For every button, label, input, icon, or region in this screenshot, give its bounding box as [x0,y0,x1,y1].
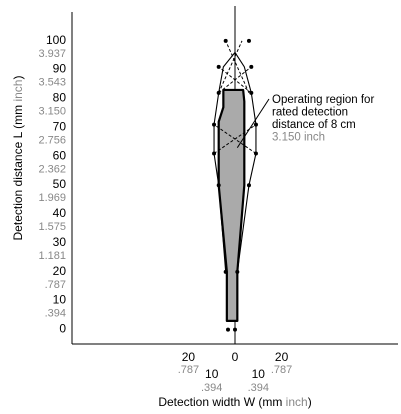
y-tick-label-inch: 1.969 [38,192,66,204]
y-tick-label-mm: 90 [53,62,67,76]
measured-point [253,151,258,156]
operating-region [217,88,246,323]
measured-point [249,90,254,95]
x-tick-label-inch: .787 [271,364,292,376]
measured-point [246,38,251,43]
tick-labels-layer: 010.39420.787301.181401.575501.969602.36… [38,33,292,394]
y-tick-label-inch: 3.150 [38,106,66,118]
x-tick-label-inch: .787 [178,364,199,376]
dashed-cross-line [225,40,250,94]
measured-point [212,151,217,156]
measured-point [212,122,217,127]
annotation-leader-line [236,98,270,148]
dashed-cross-line [218,40,243,94]
x-tick-label-inch: .394 [201,382,222,394]
y-axis-title: Detection distance L (mm inch) [11,76,25,241]
annotation-line-1: Operating region for [272,94,374,106]
dashed-cross-line [213,124,257,154]
x-tick-label-mm: 20 [275,350,289,364]
x-axis-title: Detection width W (mm inch) [158,395,311,409]
x-tick-label-mm: 20 [182,350,196,364]
measured-point [216,183,221,188]
measured-point [226,327,231,332]
measured-point [253,122,258,127]
y-tick-label-inch: 2.756 [38,134,66,146]
x-tick-label-inch: .394 [248,382,269,394]
measured-point [249,64,254,69]
measured-point [223,38,228,43]
y-tick-label-mm: 80 [53,91,67,105]
y-tick-label-inch: .394 [45,308,66,320]
x-tick-label-mm: 10 [252,367,266,381]
y-tick-label-mm: 40 [53,206,67,220]
y-tick-label-inch: 3.543 [38,77,66,89]
annotation-line-2: rated detection [272,107,348,119]
annotation-line-3: distance of 8 cm [272,119,356,131]
measured-point [216,64,221,69]
y-tick-label-mm: 20 [53,264,67,278]
y-tick-label-mm: 10 [53,293,67,307]
y-tick-label-inch: 1.181 [38,250,66,262]
axis-labels-layer: Detection width W (mm inch) Detection dis… [11,76,312,409]
measured-point [223,269,228,274]
y-tick-label-mm: 0 [59,322,66,336]
y-tick-label-inch: .787 [45,279,66,291]
y-tick-label-mm: 50 [53,177,67,191]
x-tick-label-mm: 10 [205,367,219,381]
measured-point [233,327,237,332]
x-tick-label-zero: 0 [232,350,239,364]
y-tick-label-mm: 70 [53,119,67,133]
annotation-line-4: 3.150 inch [272,132,325,144]
y-tick-label-inch: 2.362 [38,163,66,175]
y-tick-label-mm: 60 [53,148,67,162]
y-tick-label-mm: 30 [53,235,67,249]
y-tick-label-inch: 1.575 [38,221,66,233]
y-tick-label-inch: 3.937 [38,48,66,60]
measured-points-layer [212,38,258,332]
measured-point [246,183,251,188]
measured-point [235,269,240,274]
measured-point [216,90,221,95]
dashed-cross-line [218,66,252,94]
y-tick-label-mm: 100 [46,33,66,47]
operating-region-layer [217,88,246,323]
